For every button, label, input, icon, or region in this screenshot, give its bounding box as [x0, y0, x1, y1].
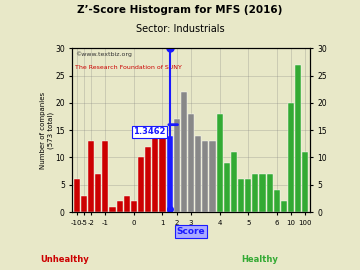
Bar [181, 92, 187, 212]
Text: Healthy: Healthy [241, 255, 278, 264]
X-axis label: Score: Score [177, 227, 205, 236]
Bar [131, 201, 137, 212]
Bar [152, 136, 158, 212]
Text: ©www.textbiz.org: ©www.textbiz.org [75, 52, 132, 57]
Bar [231, 152, 237, 212]
Bar [138, 157, 144, 212]
Bar [217, 114, 222, 212]
Text: The Research Foundation of SUNY: The Research Foundation of SUNY [75, 65, 182, 70]
Bar [260, 174, 266, 212]
Bar [174, 119, 180, 212]
Text: Z’-Score Histogram for MFS (2016): Z’-Score Histogram for MFS (2016) [77, 5, 283, 15]
Bar [188, 114, 194, 212]
Bar [124, 196, 130, 212]
Bar [266, 174, 273, 212]
Text: Sector: Industrials: Sector: Industrials [136, 24, 224, 34]
Y-axis label: Number of companies
(573 total): Number of companies (573 total) [40, 92, 54, 169]
Bar [281, 201, 287, 212]
Bar [109, 207, 116, 212]
Bar [102, 141, 108, 212]
Bar [288, 103, 294, 212]
Bar [167, 136, 173, 212]
Bar [210, 141, 216, 212]
Bar [117, 201, 123, 212]
Bar [238, 179, 244, 212]
Bar [145, 147, 151, 212]
Bar [159, 136, 166, 212]
Bar [252, 174, 258, 212]
Bar [74, 179, 80, 212]
Bar [302, 152, 309, 212]
Text: 1.3462: 1.3462 [133, 127, 165, 136]
Text: Unhealthy: Unhealthy [40, 255, 89, 264]
Bar [195, 136, 201, 212]
Bar [95, 174, 101, 212]
Bar [295, 65, 301, 212]
Bar [245, 179, 251, 212]
Bar [274, 190, 280, 212]
Bar [224, 163, 230, 212]
Bar [81, 196, 87, 212]
Bar [202, 141, 208, 212]
Bar [88, 141, 94, 212]
